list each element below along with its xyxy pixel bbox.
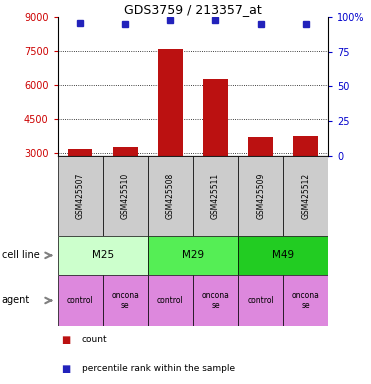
Text: ■: ■	[61, 364, 70, 374]
Text: control: control	[67, 296, 93, 305]
Bar	[283, 275, 328, 326]
Bar	[58, 236, 148, 275]
Bar	[113, 147, 138, 156]
Bar	[248, 137, 273, 156]
Bar	[283, 156, 328, 236]
Text: M25: M25	[92, 250, 114, 260]
Bar	[148, 236, 238, 275]
Bar	[238, 275, 283, 326]
Text: cell line: cell line	[2, 250, 40, 260]
Bar	[193, 156, 238, 236]
Bar	[58, 275, 103, 326]
Bar	[193, 275, 238, 326]
Bar	[293, 136, 318, 156]
Bar	[103, 156, 148, 236]
Text: GSM425510: GSM425510	[121, 173, 130, 219]
Bar	[68, 149, 92, 156]
Text: GSM425508: GSM425508	[166, 173, 175, 219]
Text: agent: agent	[2, 295, 30, 306]
Text: GSM425511: GSM425511	[211, 173, 220, 219]
Text: GSM425509: GSM425509	[256, 173, 265, 219]
Text: M49: M49	[272, 250, 294, 260]
Bar	[203, 79, 228, 156]
Bar	[158, 50, 183, 156]
Text: ■: ■	[61, 335, 70, 345]
Text: control: control	[157, 296, 184, 305]
Title: GDS3759 / 213357_at: GDS3759 / 213357_at	[124, 3, 262, 16]
Text: oncona
se: oncona se	[111, 291, 139, 310]
Text: control: control	[247, 296, 274, 305]
Bar	[148, 275, 193, 326]
Text: oncona
se: oncona se	[201, 291, 229, 310]
Bar	[238, 236, 328, 275]
Bar	[58, 156, 103, 236]
Text: M29: M29	[182, 250, 204, 260]
Text: GSM425507: GSM425507	[76, 173, 85, 219]
Text: GSM425512: GSM425512	[301, 173, 310, 219]
Text: percentile rank within the sample: percentile rank within the sample	[82, 364, 235, 373]
Text: oncona
se: oncona se	[292, 291, 320, 310]
Text: count: count	[82, 335, 107, 344]
Bar	[148, 156, 193, 236]
Bar	[103, 275, 148, 326]
Bar	[238, 156, 283, 236]
